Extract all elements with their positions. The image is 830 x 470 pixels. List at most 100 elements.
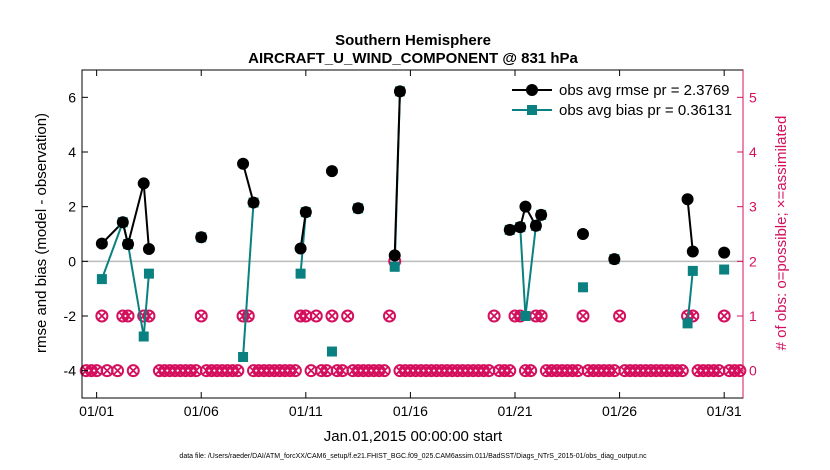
count-marker-assimilated bbox=[615, 311, 624, 321]
count-marker-possible bbox=[121, 309, 135, 323]
count-marker-possible bbox=[576, 309, 590, 323]
bias-point bbox=[682, 318, 693, 329]
count-marker-assimilated bbox=[197, 311, 206, 321]
rmse-point bbox=[122, 238, 135, 251]
count-marker-possible bbox=[194, 309, 208, 323]
rmse-point bbox=[608, 253, 621, 266]
rmse-point bbox=[388, 249, 401, 262]
count-marker-assimilated bbox=[233, 366, 242, 375]
bias-point bbox=[238, 352, 249, 362]
count-marker-possible bbox=[126, 364, 140, 378]
count-marker-possible bbox=[241, 309, 255, 323]
rmse-point bbox=[142, 243, 155, 256]
count-marker-assimilated bbox=[573, 366, 582, 375]
bias-point bbox=[326, 346, 337, 357]
count-marker-possible bbox=[231, 364, 245, 378]
bias-point bbox=[719, 264, 730, 275]
y-tick-label: 4 bbox=[68, 144, 76, 160]
rmse-point bbox=[352, 202, 365, 215]
chart-title: Southern Hemisphere bbox=[335, 32, 491, 49]
count-marker bbox=[686, 309, 700, 323]
count-marker-possible bbox=[503, 364, 517, 378]
count-marker-assimilated bbox=[678, 366, 687, 375]
bias-point bbox=[389, 261, 400, 272]
rmse-point bbox=[325, 165, 338, 178]
count-marker-assimilated bbox=[505, 366, 514, 375]
chart-subtitle: AIRCRAFT_U_WIND_COMPONENT @ 831 hPa bbox=[248, 50, 578, 67]
count-marker-possible bbox=[534, 309, 548, 323]
x-tick-label: 01/16 bbox=[393, 403, 428, 419]
count-marker bbox=[487, 309, 501, 323]
count-marker-assimilated bbox=[610, 366, 619, 375]
count-marker-assimilated bbox=[714, 366, 724, 375]
y-tick-label: 6 bbox=[68, 89, 76, 105]
count-marker bbox=[121, 309, 135, 323]
x-tick-label: 01/26 bbox=[602, 403, 637, 419]
rmse-line-segment bbox=[127, 183, 145, 245]
count-marker-assimilated bbox=[301, 311, 310, 321]
rmse-point bbox=[116, 216, 129, 229]
legend: obs avg rmse pr = 2.3769 obs avg bias pr … bbox=[512, 82, 732, 119]
count-marker-assimilated bbox=[489, 311, 499, 321]
count-marker-possible bbox=[733, 364, 747, 378]
y2-tick-label: 4 bbox=[749, 144, 757, 160]
count-marker-possible bbox=[675, 364, 689, 378]
x-tick-label: 01/01 bbox=[79, 403, 114, 419]
count-marker bbox=[717, 309, 731, 323]
y-tick-label: 2 bbox=[68, 199, 76, 215]
count-marker-assimilated bbox=[113, 366, 122, 375]
y-tick-label: -2 bbox=[64, 308, 77, 324]
x-tick-label: 01/31 bbox=[707, 403, 742, 419]
count-marker bbox=[377, 364, 391, 378]
count-marker-assimilated bbox=[291, 366, 300, 375]
rmse-series bbox=[95, 85, 731, 266]
count-marker bbox=[194, 309, 208, 323]
count-marker-possible bbox=[341, 309, 355, 323]
count-marker-assimilated bbox=[102, 366, 112, 375]
bias-line-segment bbox=[127, 243, 145, 337]
legend-rmse-label: obs avg rmse pr = 2.3769 bbox=[559, 82, 730, 99]
rmse-line-segment bbox=[393, 91, 401, 256]
count-marker bbox=[126, 364, 140, 378]
count-marker bbox=[576, 309, 590, 323]
count-marker-possible bbox=[325, 309, 339, 323]
count-marker-assimilated bbox=[92, 366, 101, 375]
count-marker bbox=[111, 364, 125, 378]
y-axis-label: rmse and bias (model - observation) bbox=[33, 113, 50, 353]
legend-bias-label: obs avg bias pr = 0.36131 bbox=[559, 102, 732, 119]
x-axis-label: Jan.01,2015 00:00:00 start bbox=[324, 428, 503, 445]
count-marker-possible bbox=[717, 309, 731, 323]
count-marker-assimilated bbox=[484, 366, 493, 375]
count-marker-assimilated bbox=[191, 366, 201, 375]
rmse-point bbox=[393, 85, 406, 98]
count-marker-assimilated bbox=[720, 311, 729, 321]
count-marker-assimilated bbox=[97, 311, 107, 321]
rmse-point bbox=[529, 219, 542, 232]
count-marker bbox=[309, 309, 323, 323]
rmse-point bbox=[195, 231, 208, 244]
rmse-line-segment bbox=[686, 199, 694, 252]
count-marker-possible bbox=[309, 309, 323, 323]
y2-tick-label: 1 bbox=[749, 308, 757, 324]
count-marker-possible bbox=[382, 309, 396, 323]
count-marker-assimilated bbox=[578, 311, 588, 321]
bias-point bbox=[687, 265, 698, 276]
count-marker bbox=[341, 309, 355, 323]
rmse-point bbox=[237, 157, 250, 170]
y2-tick-label: 2 bbox=[749, 253, 757, 269]
rmse-point bbox=[95, 237, 108, 250]
bias-point bbox=[96, 274, 107, 285]
count-marker-assimilated bbox=[380, 366, 389, 375]
rmse-line-segment bbox=[142, 183, 150, 250]
count-marker-assimilated bbox=[338, 366, 347, 375]
bias-line-segment bbox=[100, 221, 124, 280]
count-marker-possible bbox=[524, 364, 538, 378]
count-marker bbox=[534, 309, 548, 323]
rmse-point bbox=[503, 223, 516, 236]
x-tick-label: 01/11 bbox=[289, 403, 323, 419]
count-marker bbox=[503, 364, 517, 378]
count-marker bbox=[524, 364, 538, 378]
count-marker-assimilated bbox=[343, 311, 352, 321]
count-marker bbox=[613, 309, 627, 323]
